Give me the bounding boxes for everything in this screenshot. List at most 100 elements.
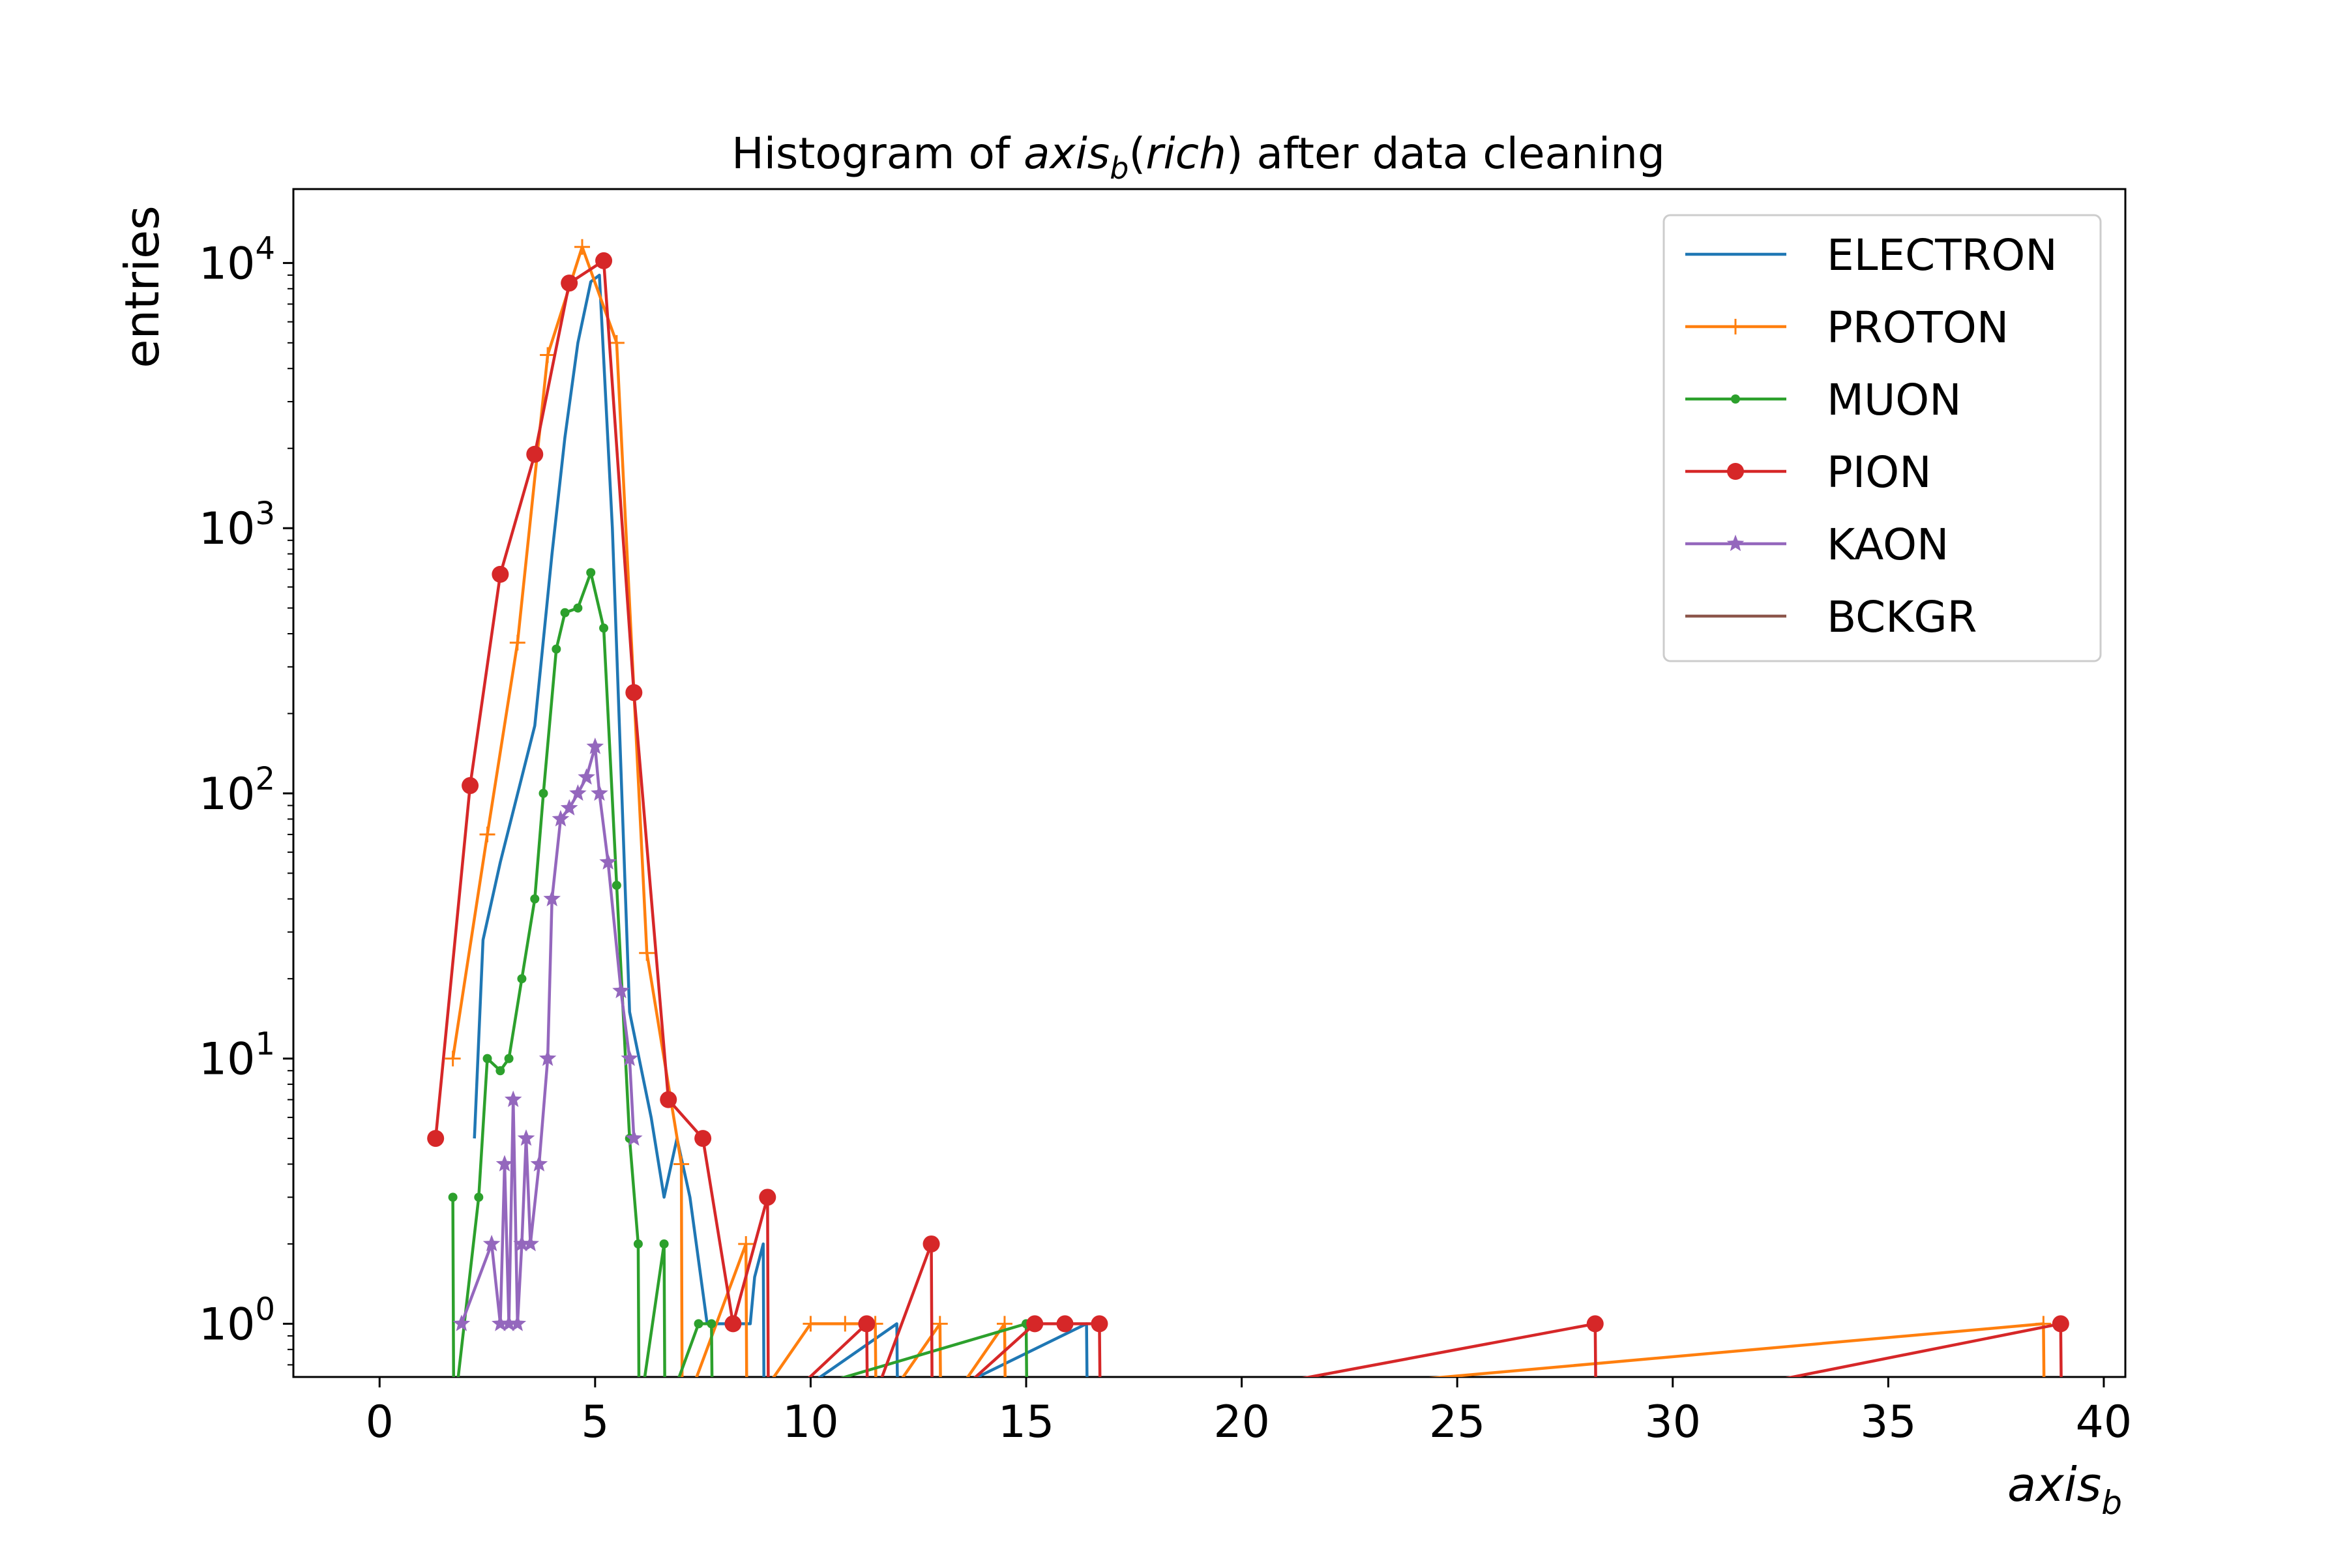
data-point-marker — [578, 768, 595, 785]
x-axis-ticks: 0 5 10 15 20 25 30 35 40 — [366, 1377, 2132, 1448]
data-point-marker — [517, 1129, 535, 1146]
x-tick-label: 5 — [581, 1397, 609, 1448]
data-point-marker — [569, 784, 587, 801]
data-point-marker — [1091, 1315, 1108, 1333]
y-tick-label: 102 — [199, 761, 275, 820]
data-point-marker — [504, 1054, 514, 1063]
data-point-marker — [522, 1234, 539, 1252]
data-point-marker — [803, 1316, 819, 1332]
series-muon — [448, 568, 1031, 1377]
data-point-marker — [2035, 1316, 2052, 1332]
data-point-marker — [482, 1234, 501, 1252]
legend-entry-muon: MUON — [1685, 375, 1962, 425]
data-point-marker — [445, 1050, 461, 1067]
data-point-marker — [552, 644, 561, 654]
x-tick-label: 15 — [998, 1397, 1055, 1448]
series-proton — [445, 239, 2052, 1377]
x-tick-label: 30 — [1644, 1397, 1701, 1448]
legend-label: PION — [1827, 447, 1932, 497]
data-point-marker — [599, 853, 617, 870]
legend-entry-bckgr: BCKGR — [1685, 592, 1977, 642]
x-tick-label: 25 — [1429, 1397, 1486, 1448]
y-tick-label: 104 — [199, 230, 275, 289]
data-point-marker — [560, 799, 578, 816]
data-point-marker — [573, 603, 583, 613]
data-point-marker — [509, 1314, 527, 1331]
data-point-marker — [539, 1049, 557, 1066]
x-tick-label: 10 — [782, 1397, 839, 1448]
data-point-marker — [724, 1315, 742, 1333]
legend-entry-proton: PROTON — [1685, 303, 2009, 353]
data-point-marker — [1026, 1315, 1044, 1333]
data-point-marker — [837, 1316, 853, 1332]
legend-entry-electron: ELECTRON — [1685, 230, 2058, 280]
series-pion — [427, 252, 2069, 1377]
data-point-marker — [659, 1239, 669, 1249]
data-point-marker — [1056, 1315, 1074, 1333]
data-point-marker — [599, 623, 609, 633]
series-line — [451, 245, 2046, 1377]
data-point-marker — [474, 1192, 484, 1202]
data-point-marker — [492, 565, 509, 583]
data-point-marker — [586, 568, 596, 578]
data-point-marker — [1726, 535, 1745, 552]
x-tick-label: 20 — [1213, 1397, 1270, 1448]
data-point-marker — [858, 1315, 876, 1333]
x-tick-label: 0 — [366, 1397, 394, 1448]
data-point-marker — [495, 1066, 505, 1076]
chart-title: Histogram of axisb(rich) after data clea… — [731, 128, 1665, 186]
data-point-marker — [633, 1239, 643, 1249]
y-tick-label: 101 — [199, 1026, 275, 1086]
data-point-marker — [1728, 319, 1743, 334]
data-point-marker — [574, 239, 590, 255]
series-electron — [473, 273, 1089, 1377]
series-kaon — [452, 737, 643, 1331]
data-point-marker — [660, 1091, 677, 1108]
legend-entry-kaon: KAON — [1685, 520, 1949, 570]
data-point-marker — [530, 1155, 548, 1172]
data-point-marker — [625, 684, 643, 702]
data-point-marker — [694, 1130, 712, 1147]
data-point-marker — [500, 1314, 518, 1331]
data-point-marker — [492, 1314, 509, 1331]
data-point-marker — [517, 974, 527, 984]
legend-label: KAON — [1827, 520, 1949, 570]
data-point-marker — [448, 1192, 458, 1202]
data-point-marker — [504, 1090, 522, 1107]
data-point-marker — [495, 1155, 514, 1172]
data-point-marker — [1586, 1315, 1604, 1333]
data-point-marker — [526, 445, 544, 463]
data-point-marker — [552, 810, 570, 827]
data-point-marker — [621, 1049, 638, 1066]
data-point-marker — [707, 1319, 716, 1329]
data-point-marker — [612, 981, 630, 999]
data-point-marker — [560, 608, 570, 617]
data-point-marker — [452, 1314, 471, 1331]
data-point-marker — [586, 737, 604, 754]
legend: ELECTRON PROTON MUON PION KAON BCKGR — [1662, 214, 2102, 662]
legend-label: ELECTRON — [1827, 230, 2058, 280]
data-point-marker — [639, 945, 655, 961]
data-point-marker — [608, 334, 625, 351]
data-point-marker — [2052, 1315, 2069, 1333]
data-point-marker — [539, 788, 548, 798]
data-point-marker — [530, 894, 540, 904]
y-tick-label: 100 — [199, 1291, 275, 1350]
data-point-marker — [738, 1235, 754, 1252]
legend-entry-pion: PION — [1685, 447, 1932, 497]
data-point-marker — [612, 880, 621, 890]
series-line — [451, 571, 1028, 1377]
data-point-marker — [694, 1319, 703, 1329]
data-point-marker — [673, 1156, 690, 1172]
data-point-marker — [479, 826, 495, 842]
data-point-marker — [1727, 463, 1744, 480]
data-point-marker — [513, 1234, 531, 1252]
data-point-marker — [591, 784, 608, 801]
data-point-marker — [427, 1130, 445, 1147]
y-tick-label: 103 — [199, 496, 275, 555]
series-line — [473, 273, 1089, 1377]
data-point-marker — [923, 1235, 940, 1252]
series-layer — [427, 239, 2069, 1377]
data-point-marker — [462, 777, 479, 794]
